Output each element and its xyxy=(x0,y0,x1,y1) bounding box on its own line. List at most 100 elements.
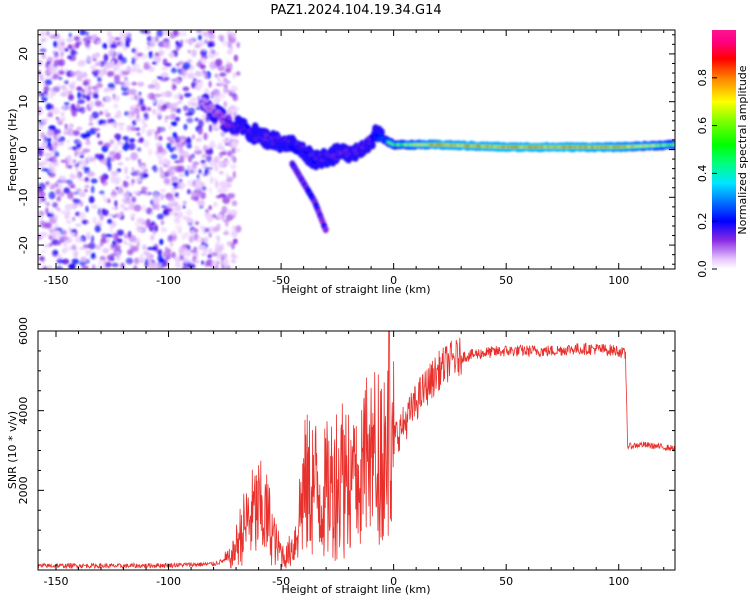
signal-mid xyxy=(203,99,209,103)
noise-blob xyxy=(98,69,106,77)
noise-blob xyxy=(115,213,119,219)
noise-blob xyxy=(156,203,160,211)
noise-blob xyxy=(227,40,233,49)
noise-blob xyxy=(186,189,191,195)
noise-blob xyxy=(200,50,204,56)
noise-blob xyxy=(204,36,208,43)
noise-blob xyxy=(60,111,65,118)
noise-blob xyxy=(88,250,92,254)
noise-blob xyxy=(57,37,65,44)
noise-blob xyxy=(43,265,48,269)
noise-blob xyxy=(156,76,164,80)
noise-blob xyxy=(125,41,130,48)
noise-blob xyxy=(136,147,142,152)
noise-blob xyxy=(160,227,168,233)
noise-blob xyxy=(230,209,238,216)
noise-blob xyxy=(143,251,150,255)
spectrogram-y-ticks: -20 -10 0 10 20 xyxy=(17,34,675,265)
noise-blob xyxy=(216,213,224,220)
noise-blob xyxy=(155,249,163,254)
noise-blob xyxy=(73,36,80,41)
noise-blob xyxy=(164,76,170,81)
noise-blob xyxy=(84,189,88,193)
noise-blob xyxy=(181,150,189,159)
noise-blob xyxy=(128,202,136,211)
spectrogram-x-ticks: -150 -100 -50 0 50 100 xyxy=(44,30,665,287)
noise-blob xyxy=(78,191,86,198)
noise-blob xyxy=(46,129,55,137)
noise-blob xyxy=(40,250,47,253)
noise-blob xyxy=(104,95,112,103)
noise-blob xyxy=(58,70,65,75)
y-tick-label: 4000 xyxy=(17,397,30,425)
noise-blob xyxy=(64,203,71,211)
noise-blob xyxy=(223,160,231,164)
noise-blob xyxy=(71,110,77,117)
noise-blob xyxy=(162,209,169,216)
noise-blob xyxy=(91,264,96,269)
noise-blob xyxy=(221,205,228,214)
noise-blob xyxy=(48,243,53,247)
noise-blob xyxy=(73,250,79,258)
noise-blob xyxy=(39,73,44,82)
noise-blob xyxy=(122,192,130,199)
signal-mid xyxy=(310,151,316,156)
noise-blob xyxy=(178,228,182,234)
noise-blob xyxy=(50,229,59,237)
noise-blob xyxy=(230,85,238,93)
noise-blob xyxy=(79,154,85,159)
noise-blob xyxy=(82,244,90,249)
signal-mid xyxy=(226,116,232,121)
noise-blob xyxy=(226,49,233,55)
noise-blob xyxy=(195,106,202,110)
noise-blob xyxy=(48,165,55,174)
noise-blob xyxy=(85,249,90,256)
noise-blob xyxy=(230,163,237,170)
noise-blob xyxy=(194,228,199,234)
noise-blob xyxy=(67,90,73,96)
noise-blob xyxy=(218,93,226,99)
noise-blob xyxy=(89,157,96,162)
noise-blob xyxy=(231,252,236,257)
noise-blob xyxy=(133,107,140,114)
noise-blob xyxy=(40,191,46,198)
noise-blob xyxy=(134,127,141,131)
noise-blob xyxy=(159,262,163,266)
noise-blob xyxy=(114,133,122,140)
noise-blob xyxy=(86,171,95,177)
noise-blob xyxy=(174,192,179,198)
noise-blob xyxy=(219,80,224,88)
noise-blob xyxy=(55,188,61,195)
noise-blob xyxy=(232,72,237,79)
noise-blob xyxy=(125,175,130,180)
noise-blob xyxy=(44,79,53,86)
noise-blob xyxy=(204,227,210,233)
noise-blob xyxy=(233,54,239,62)
noise-blob xyxy=(78,212,86,220)
noise-blob xyxy=(214,73,219,78)
noise-blob xyxy=(189,97,198,102)
noise-blob xyxy=(79,151,86,155)
noise-blob xyxy=(76,86,83,91)
noise-blob xyxy=(68,94,74,101)
noise-blob xyxy=(201,260,205,265)
noise-blob xyxy=(45,103,53,111)
noise-blob xyxy=(226,107,233,114)
noise-blob xyxy=(56,207,61,212)
noise-blob xyxy=(198,34,202,41)
noise-blob xyxy=(212,202,218,207)
noise-blob xyxy=(105,261,112,268)
noise-blob xyxy=(107,198,111,204)
signal-mid xyxy=(207,108,213,113)
colorbar-gradient xyxy=(712,30,736,269)
noise-blob xyxy=(147,148,153,157)
noise-blob xyxy=(200,191,206,200)
signal-mid xyxy=(268,136,274,141)
noise-blob xyxy=(180,182,184,186)
noise-blob xyxy=(146,35,153,42)
noise-blob xyxy=(123,200,132,205)
noise-blob xyxy=(217,188,223,193)
noise-blob xyxy=(99,159,106,164)
noise-blob xyxy=(184,169,190,177)
signal-mid xyxy=(309,157,315,162)
